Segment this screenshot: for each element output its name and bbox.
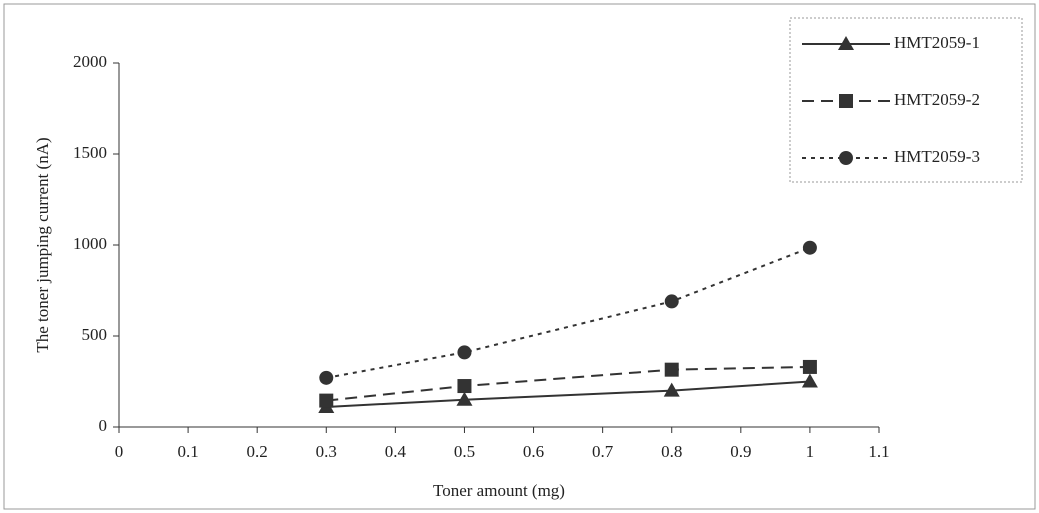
marker (802, 240, 817, 255)
y-axis-label: The toner jumping current (nA) (33, 137, 52, 352)
x-tick-label: 1 (806, 442, 815, 461)
x-tick-label: 0.4 (385, 442, 407, 461)
legend-label: HMT2059-3 (894, 147, 980, 166)
x-tick-label: 0.7 (592, 442, 614, 461)
legend-label: HMT2059-2 (894, 90, 980, 109)
marker (456, 391, 473, 406)
x-tick-label: 0.3 (316, 442, 337, 461)
x-tick-label: 0.2 (247, 442, 268, 461)
marker (802, 359, 817, 374)
y-tick-label: 1000 (73, 234, 107, 253)
x-tick-label: 0.8 (661, 442, 682, 461)
marker (457, 379, 472, 394)
series-line (326, 246, 811, 379)
y-tick-label: 0 (99, 416, 108, 435)
legend-label: HMT2059-1 (894, 33, 980, 52)
x-tick-label: 0.9 (730, 442, 751, 461)
x-tick-label: 0.1 (177, 442, 198, 461)
x-tick-label: 0 (115, 442, 124, 461)
marker (839, 94, 853, 108)
marker (663, 382, 680, 397)
y-tick-label: 2000 (73, 52, 107, 71)
marker (457, 345, 472, 360)
marker (664, 294, 679, 309)
marker (319, 370, 334, 385)
series-line (326, 380, 810, 408)
x-axis-label: Toner amount (mg) (433, 481, 565, 500)
x-tick-label: 1.1 (868, 442, 889, 461)
chart-frame (3, 3, 1036, 510)
x-tick-label: 0.5 (454, 442, 475, 461)
marker (839, 151, 853, 165)
marker (838, 36, 854, 50)
marker (801, 373, 818, 388)
marker (319, 393, 334, 408)
y-tick-label: 500 (82, 325, 108, 344)
x-tick-label: 0.6 (523, 442, 544, 461)
y-tick-label: 1500 (73, 143, 107, 162)
marker (664, 362, 679, 377)
